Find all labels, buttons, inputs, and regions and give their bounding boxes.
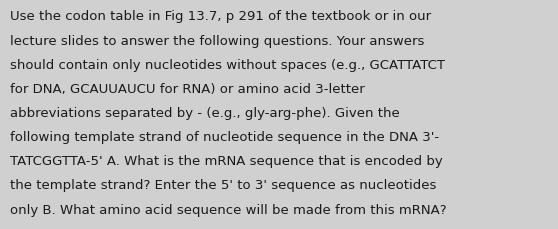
Text: for DNA, GCAUUAUCU for RNA) or amino acid 3-letter: for DNA, GCAUUAUCU for RNA) or amino aci…	[10, 82, 365, 95]
Text: should contain only nucleotides without spaces (e.g., GCATTATCT: should contain only nucleotides without …	[10, 58, 445, 71]
Text: following template strand of nucleotide sequence in the DNA 3'-: following template strand of nucleotide …	[10, 131, 439, 144]
Text: lecture slides to answer the following questions. Your answers: lecture slides to answer the following q…	[10, 34, 425, 47]
Text: Use the codon table in Fig 13.7, p 291 of the textbook or in our: Use the codon table in Fig 13.7, p 291 o…	[10, 10, 431, 23]
Text: the template strand? Enter the 5' to 3' sequence as nucleotides: the template strand? Enter the 5' to 3' …	[10, 179, 436, 192]
Text: TATCGGTTA-5' A. What is the mRNA sequence that is encoded by: TATCGGTTA-5' A. What is the mRNA sequenc…	[10, 155, 443, 168]
Text: only B. What amino acid sequence will be made from this mRNA?: only B. What amino acid sequence will be…	[10, 203, 446, 216]
Text: abbreviations separated by - (e.g., gly-arg-phe). Given the: abbreviations separated by - (e.g., gly-…	[10, 106, 400, 120]
